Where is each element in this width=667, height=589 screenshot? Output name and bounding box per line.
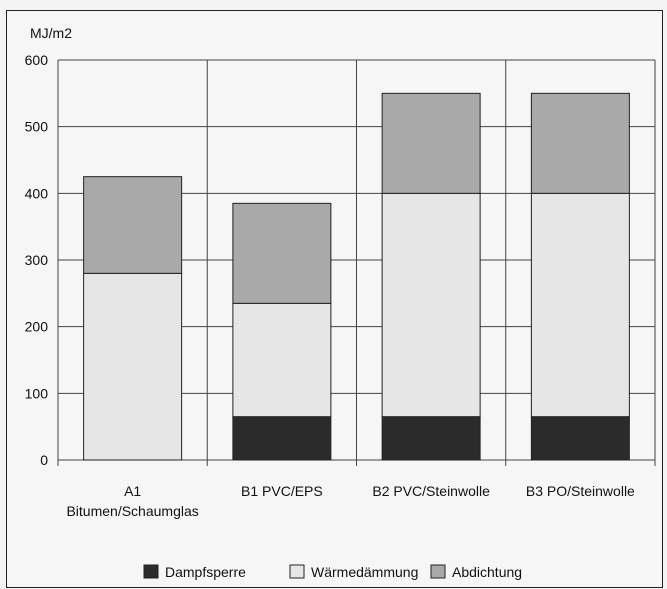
bar-segment: [83, 176, 183, 274]
x-category-sublabel: Bitumen/Schaumglas: [66, 503, 198, 519]
y-axis-ticks: 0 100 200 300 400 500 600: [25, 52, 49, 468]
legend-swatch: [143, 564, 159, 579]
bar-segment: [232, 416, 332, 461]
bar-segment: [530, 192, 630, 418]
y-tick-label: 300: [25, 252, 49, 268]
y-tick-label: 600: [25, 52, 49, 68]
bar-segment: [232, 302, 332, 418]
bar-segment: [232, 202, 332, 304]
bar-segment: [530, 92, 630, 194]
legend-label: Wärmedämmung: [311, 564, 418, 580]
bar-segment: [530, 416, 630, 461]
bar-segment: [83, 272, 183, 461]
bar-segment: [381, 92, 481, 194]
legend-swatch: [430, 564, 446, 579]
y-axis-unit-label: MJ/m2: [30, 25, 72, 41]
legend-label: Abdichtung: [452, 564, 522, 580]
x-category-label: A1: [124, 483, 141, 499]
y-tick-label: 100: [25, 385, 49, 401]
y-tick-label: 400: [25, 185, 49, 201]
x-category-label: B3 PO/Steinwolle: [526, 483, 635, 499]
legend-label: Dampfsperre: [165, 564, 246, 580]
bar-segment: [381, 192, 481, 418]
x-axis-labels: A1 Bitumen/Schaumglas B1 PVC/EPS B2 PVC/Ste…: [66, 483, 635, 519]
x-category-label: B2 PVC/Steinwolle: [372, 483, 490, 499]
bar-segment: [381, 416, 481, 461]
legend-swatch: [289, 564, 305, 579]
y-tick-label: 200: [25, 319, 49, 335]
x-category-label: B1 PVC/EPS: [241, 483, 323, 499]
legend: Dampfsperre Wärmedämmung Abdichtung: [143, 564, 522, 580]
y-tick-label: 0: [40, 452, 48, 468]
bars: [83, 92, 630, 461]
y-tick-label: 500: [25, 119, 49, 135]
